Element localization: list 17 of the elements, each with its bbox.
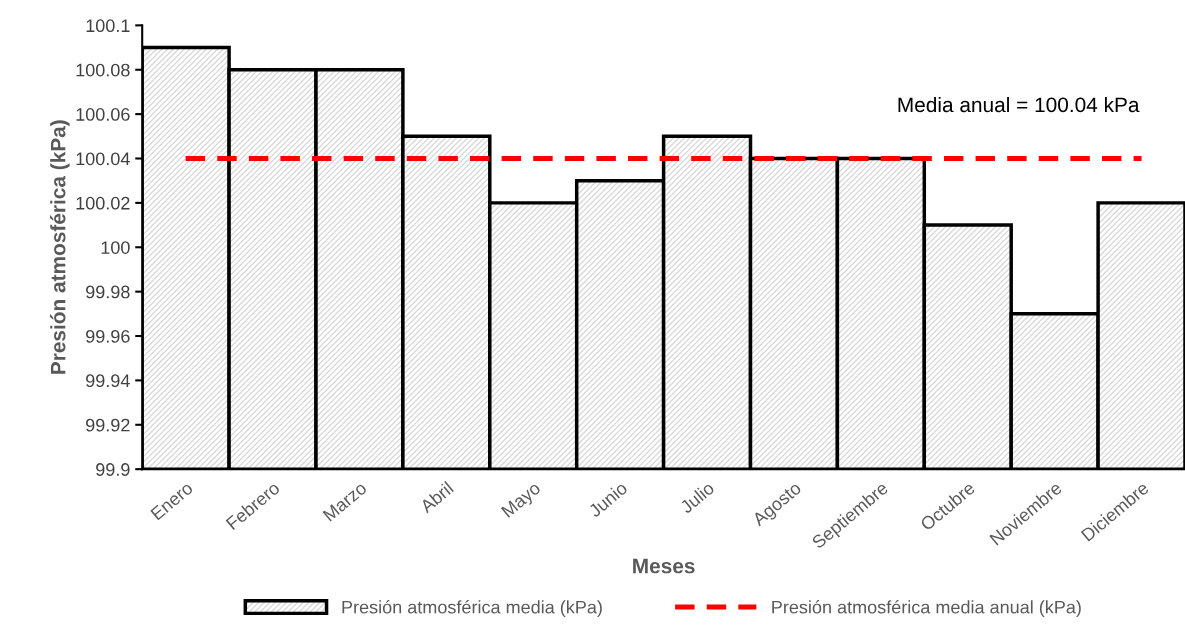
y-tick-label: 100: [101, 241, 130, 254]
x-axis-title: Meses: [633, 558, 695, 574]
legend-label: Presión atmosférica media anual (kPa): [772, 600, 1081, 618]
y-axis-title: Presión atmosférica (kPa): [50, 120, 70, 374]
annotation: Media anual = 100.04 kPa: [898, 96, 1140, 113]
x-tick-label: Julio: [678, 480, 715, 515]
y-tick-label: 99.9: [96, 463, 130, 476]
y-tick-label: 99.98: [86, 285, 130, 299]
y-tick-label: 100.06: [76, 108, 130, 121]
y-tick-label: 100.1: [86, 19, 130, 33]
y-tick-label: 100.08: [76, 63, 130, 77]
y-tick-label: 100.04: [76, 152, 130, 166]
legend-label: Presión atmosférica media (kPa): [342, 600, 602, 618]
y-tick-label: 99.96: [86, 329, 130, 343]
y-tick-label: 100.02: [76, 196, 130, 210]
y-tick-label: 99.94: [86, 374, 130, 388]
y-tick-label: 99.92: [86, 418, 130, 432]
